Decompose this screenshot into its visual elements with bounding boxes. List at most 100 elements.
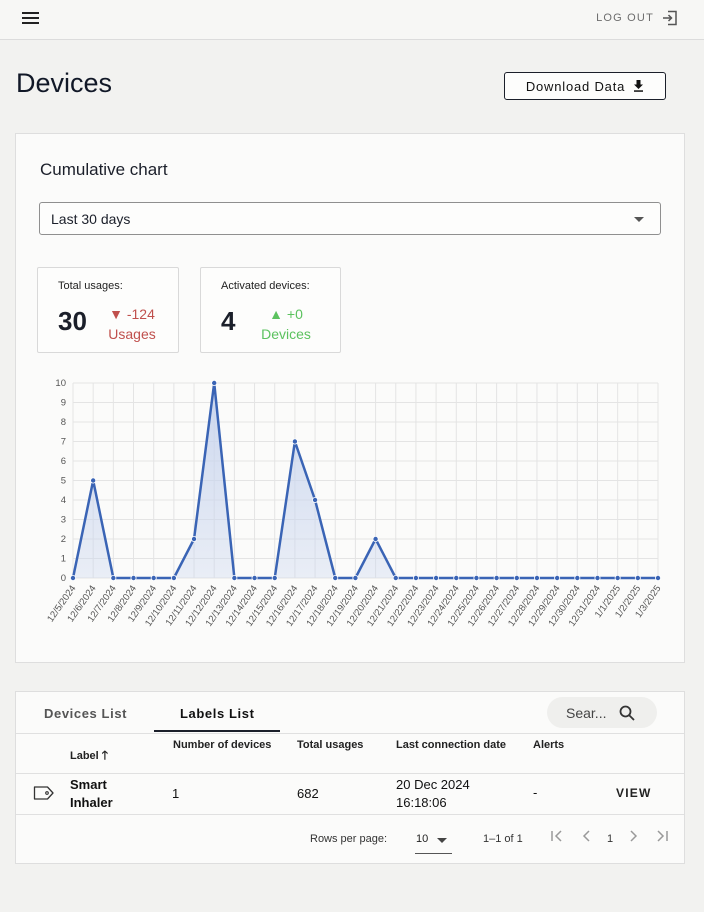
search-placeholder: Sear... <box>566 705 607 721</box>
data-point <box>251 574 258 581</box>
series-line <box>71 381 658 580</box>
y-tick-label: 4 <box>61 495 66 506</box>
row-divider <box>16 814 684 815</box>
row-alerts: - <box>533 785 538 800</box>
download-label: Download Data <box>525 78 626 94</box>
y-tick-label: 7 <box>61 437 66 448</box>
pagination-range: 1–1 of 1 <box>483 833 523 845</box>
total-usages-value: 30 <box>58 306 87 336</box>
top-bar: LOG OUT <box>0 0 704 40</box>
data-point <box>614 574 621 581</box>
data-point <box>533 574 540 581</box>
activated-devices-delta: ▲ +0 Devices <box>256 304 316 344</box>
column-header-label-text: Label <box>70 750 99 762</box>
row-last-connection: 20 Dec 2024 16:18:06 <box>396 776 470 812</box>
data-point <box>493 574 500 581</box>
tag-icon <box>33 786 54 800</box>
activated-devices-change: +0 <box>286 306 303 322</box>
y-tick-label: 1 <box>61 554 66 565</box>
column-header-devices: Number of devices <box>173 739 272 751</box>
total-usages-card: Total usages: 30 ▼ -124 Usages <box>37 267 179 353</box>
data-point <box>312 496 319 503</box>
chevron-down-icon <box>437 838 447 843</box>
column-header-label[interactable]: Label 🡑 <box>70 746 108 767</box>
search-icon[interactable] <box>619 705 635 721</box>
activated-devices-card: Activated devices: 4 ▲ +0 Devices <box>200 267 341 353</box>
y-tick-label: 6 <box>61 456 66 467</box>
logout-icon <box>663 10 677 26</box>
data-point <box>655 574 662 581</box>
data-point <box>231 574 238 581</box>
view-button[interactable]: VIEW <box>616 786 652 800</box>
rows-per-page-label: Rows per page: <box>310 833 388 845</box>
data-point <box>291 438 298 445</box>
data-point <box>191 535 198 542</box>
data-point <box>473 574 480 581</box>
row-time: 16:18:06 <box>396 795 447 810</box>
row-date: 20 Dec 2024 <box>396 777 470 792</box>
data-point <box>110 574 117 581</box>
row-label-line1: Smart <box>70 777 107 792</box>
data-point <box>634 574 641 581</box>
data-point <box>594 574 601 581</box>
data-point <box>70 574 77 581</box>
sort-ascending-icon: 🡑 <box>101 748 109 762</box>
data-point <box>554 574 561 581</box>
menu-icon[interactable] <box>22 12 39 26</box>
data-point <box>211 379 218 386</box>
y-tick-label: 9 <box>61 398 66 409</box>
data-point <box>170 574 177 581</box>
rows-per-page-value: 10 <box>416 833 429 845</box>
data-point <box>574 574 581 581</box>
activated-devices-unit: Devices <box>261 326 311 342</box>
row-label: Smart Inhaler <box>70 776 113 812</box>
column-header-last-connection: Last connection date <box>396 739 507 751</box>
total-usages-delta: ▼ -124 Usages <box>106 304 158 344</box>
row-usages: 682 <box>297 786 319 801</box>
current-page: 1 <box>607 833 614 845</box>
y-tick-label: 2 <box>61 534 66 545</box>
first-page-icon[interactable] <box>549 828 565 844</box>
y-tick-label: 0 <box>61 573 66 584</box>
cumulative-chart-card: Cumulative chart Last 30 days Total usag… <box>15 133 685 663</box>
page-title: Devices <box>16 68 113 98</box>
data-point <box>412 574 419 581</box>
logout-button[interactable]: LOG OUT <box>596 10 678 26</box>
data-point <box>392 574 399 581</box>
y-tick-label: 8 <box>61 417 66 428</box>
data-point <box>372 535 379 542</box>
trend-up-icon: ▲ <box>269 306 283 322</box>
chart-card-title: Cumulative chart <box>40 160 168 179</box>
total-usages-unit: Usages <box>108 326 156 342</box>
active-tab-indicator <box>154 730 280 732</box>
y-tick-label: 10 <box>55 378 66 389</box>
usage-area-chart: 01234567891012/5/202412/6/202412/7/20241… <box>45 378 663 629</box>
data-point <box>271 574 278 581</box>
trend-down-icon: ▼ <box>109 306 123 322</box>
list-card: Devices List Labels List Sear... Label 🡑… <box>15 691 685 864</box>
data-point <box>90 477 97 484</box>
column-header-usages: Total usages <box>297 739 364 751</box>
data-point <box>513 574 520 581</box>
data-point <box>453 574 460 581</box>
chevron-down-icon <box>634 217 644 222</box>
column-header-alerts: Alerts <box>533 739 565 751</box>
activated-devices-value: 4 <box>221 306 236 336</box>
rows-per-page-select[interactable]: 10 <box>415 828 452 854</box>
data-point <box>433 574 440 581</box>
date-range-value: Last 30 days <box>51 211 131 227</box>
data-point <box>130 574 137 581</box>
header-divider <box>16 773 684 774</box>
search-input[interactable]: Sear... <box>547 697 657 728</box>
next-page-icon[interactable] <box>625 828 641 844</box>
download-icon <box>634 80 644 92</box>
last-page-icon[interactable] <box>654 828 670 844</box>
previous-page-icon[interactable] <box>579 828 595 844</box>
date-range-select[interactable]: Last 30 days <box>39 202 661 235</box>
tab-labels-list[interactable]: Labels List <box>180 706 255 721</box>
download-data-button[interactable]: Download Data <box>504 72 666 100</box>
tab-devices-list[interactable]: Devices List <box>44 706 128 721</box>
data-point <box>352 574 359 581</box>
y-tick-label: 3 <box>61 515 66 526</box>
y-tick-label: 5 <box>61 476 66 487</box>
